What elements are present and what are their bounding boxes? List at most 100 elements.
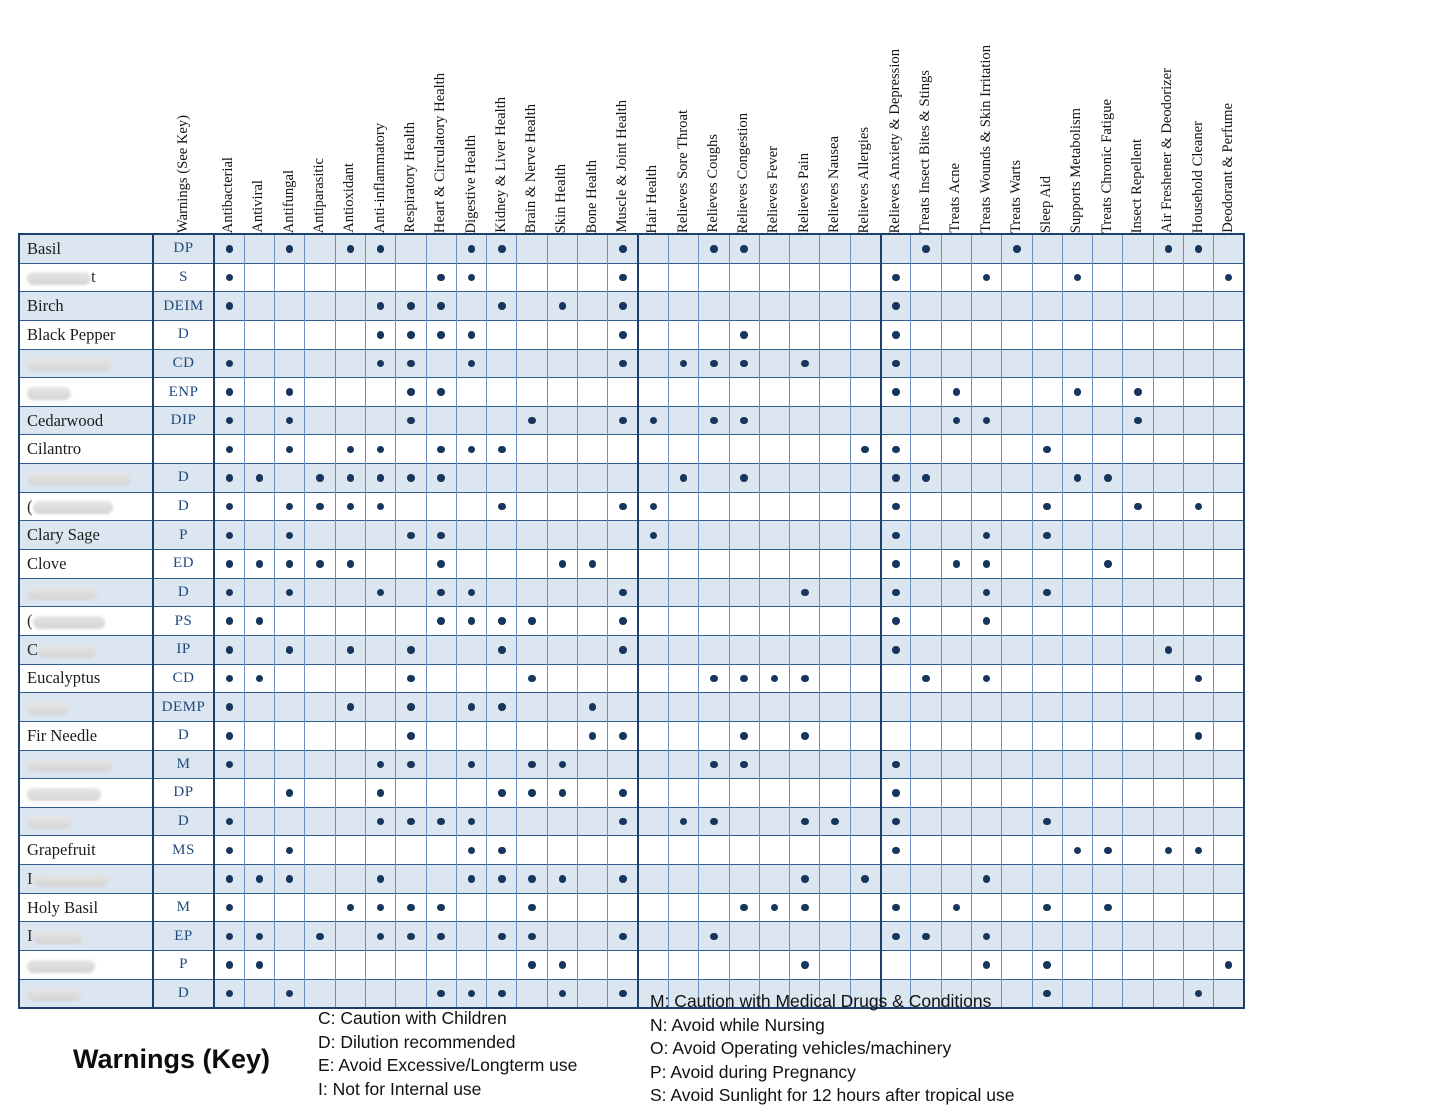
benefit-dot bbox=[346, 474, 355, 482]
benefit-cell bbox=[1182, 291, 1214, 321]
benefit-cell bbox=[1031, 921, 1063, 951]
warning-code-cell: CD bbox=[152, 348, 214, 378]
benefit-dot bbox=[407, 531, 415, 540]
benefit-dot bbox=[982, 588, 991, 597]
benefit-cell bbox=[789, 806, 820, 836]
benefit-dot bbox=[225, 760, 234, 769]
benefit-cell bbox=[212, 405, 245, 435]
oil-name-cell: Basil bbox=[18, 232, 153, 264]
benefit-cell bbox=[970, 319, 1002, 350]
benefit-cell bbox=[879, 864, 911, 894]
benefit-dot bbox=[225, 560, 234, 568]
benefit-dot bbox=[892, 617, 900, 625]
benefit-cell bbox=[607, 606, 639, 636]
benefit-cell bbox=[879, 606, 911, 636]
benefit-cell bbox=[425, 377, 457, 407]
benefit-cell bbox=[516, 864, 548, 894]
benefit-dot bbox=[285, 531, 294, 540]
benefit-cell bbox=[516, 549, 548, 579]
benefit-cell bbox=[607, 377, 639, 407]
benefit-cell bbox=[243, 491, 275, 521]
warning-code-cell: PS bbox=[152, 606, 214, 636]
benefit-dot bbox=[437, 445, 445, 454]
oil-name-cell: Holy Basil bbox=[18, 892, 153, 922]
benefit-cell bbox=[849, 348, 881, 378]
benefit-cell bbox=[758, 577, 790, 607]
table-row: (PS bbox=[18, 606, 1246, 636]
benefit-cell bbox=[577, 892, 608, 922]
benefit-cell bbox=[212, 978, 245, 1010]
redacted-name-smudge bbox=[32, 501, 113, 515]
benefit-cell bbox=[910, 232, 942, 264]
benefit-cell bbox=[789, 291, 820, 321]
benefit-cell bbox=[910, 549, 942, 579]
benefit-dot bbox=[376, 760, 385, 769]
benefit-cell bbox=[1092, 806, 1123, 836]
benefit-dot bbox=[498, 875, 506, 883]
benefit-cell bbox=[243, 377, 275, 407]
benefit-cell bbox=[849, 291, 881, 321]
benefit-dot bbox=[892, 302, 900, 310]
benefit-cell bbox=[1182, 491, 1214, 521]
benefit-dot bbox=[982, 416, 991, 425]
table-row: DP bbox=[18, 778, 1246, 808]
benefit-cell bbox=[1061, 606, 1093, 636]
benefit-cell bbox=[789, 549, 820, 579]
benefit-cell bbox=[334, 549, 366, 579]
benefit-cell bbox=[728, 232, 760, 264]
warnings-key-left-column: C: Caution with Children D: Dilution reco… bbox=[318, 1007, 577, 1101]
benefit-dot bbox=[225, 273, 234, 282]
benefit-cell bbox=[758, 348, 790, 378]
benefit-cell bbox=[395, 835, 427, 865]
benefit-dot bbox=[892, 273, 900, 282]
benefit-cell bbox=[364, 921, 396, 951]
benefit-dot bbox=[892, 531, 900, 540]
benefit-dot bbox=[922, 674, 930, 683]
benefit-cell bbox=[1001, 377, 1033, 407]
benefit-cell bbox=[758, 978, 790, 1010]
benefit-cell bbox=[970, 692, 1002, 722]
benefit-cell bbox=[1092, 463, 1123, 493]
benefit-cell bbox=[789, 950, 820, 980]
benefit-cell bbox=[1182, 634, 1214, 665]
warning-code-cell: P bbox=[152, 950, 214, 980]
benefit-cell bbox=[274, 978, 305, 1010]
benefit-cell bbox=[304, 806, 336, 836]
benefit-dot bbox=[982, 875, 991, 883]
benefit-cell bbox=[940, 835, 972, 865]
benefit-dot bbox=[225, 875, 234, 883]
benefit-cell bbox=[728, 606, 760, 636]
benefit-cell bbox=[395, 749, 427, 779]
benefit-cell bbox=[910, 348, 942, 378]
benefit-cell bbox=[455, 634, 487, 665]
benefit-cell bbox=[819, 520, 851, 550]
benefit-cell bbox=[910, 950, 942, 980]
oil-name-cell: Cilantro bbox=[18, 434, 153, 464]
benefit-cell bbox=[1001, 835, 1033, 865]
table-row: Clove ED bbox=[18, 549, 1246, 579]
benefit-cell bbox=[637, 692, 669, 722]
benefit-dot bbox=[467, 273, 476, 282]
benefit-dot bbox=[528, 961, 536, 969]
benefit-cell bbox=[607, 232, 639, 264]
benefit-cell bbox=[970, 835, 1002, 865]
warning-code-cell: ED bbox=[152, 549, 214, 579]
benefit-cell bbox=[334, 606, 366, 636]
warning-code-cell: DIP bbox=[152, 405, 214, 435]
benefit-cell bbox=[455, 778, 487, 808]
column-header-32: Air Freshener & Deodorizer bbox=[1153, 0, 1183, 234]
benefit-dot bbox=[982, 617, 991, 625]
benefit-cell bbox=[728, 692, 760, 722]
benefit-cell bbox=[1001, 720, 1033, 751]
column-header-17: Relieves Coughs bbox=[699, 0, 729, 234]
benefit-dot bbox=[467, 703, 476, 711]
benefit-dot bbox=[467, 875, 476, 883]
warning-code-cell: EP bbox=[152, 921, 214, 951]
benefit-cell bbox=[486, 778, 517, 808]
benefit-cell bbox=[1152, 692, 1184, 722]
benefit-cell bbox=[607, 692, 639, 722]
benefit-cell bbox=[607, 892, 639, 922]
benefit-dot bbox=[892, 903, 900, 912]
benefit-cell bbox=[577, 835, 608, 865]
